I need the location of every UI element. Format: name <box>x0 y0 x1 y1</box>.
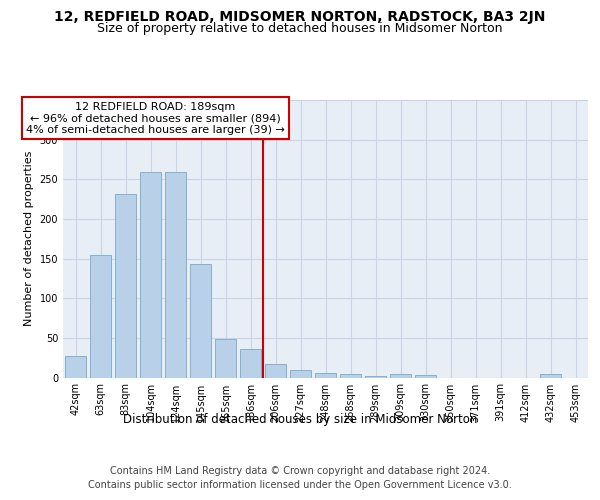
Bar <box>65 356 86 378</box>
Bar <box>115 194 136 378</box>
Bar <box>315 372 336 378</box>
Bar <box>140 172 161 378</box>
Bar <box>540 374 561 378</box>
Text: 12, REDFIELD ROAD, MIDSOMER NORTON, RADSTOCK, BA3 2JN: 12, REDFIELD ROAD, MIDSOMER NORTON, RADS… <box>55 10 545 24</box>
Bar <box>415 375 436 378</box>
Bar <box>215 338 236 378</box>
Bar <box>190 264 211 378</box>
Text: Distribution of detached houses by size in Midsomer Norton: Distribution of detached houses by size … <box>123 412 477 426</box>
Bar <box>165 172 186 378</box>
Bar <box>240 349 261 378</box>
Bar <box>390 374 411 378</box>
Bar <box>365 376 386 378</box>
Text: 12 REDFIELD ROAD: 189sqm
← 96% of detached houses are smaller (894)
4% of semi-d: 12 REDFIELD ROAD: 189sqm ← 96% of detach… <box>26 102 285 135</box>
Bar <box>265 364 286 378</box>
Text: Contains HM Land Registry data © Crown copyright and database right 2024.
Contai: Contains HM Land Registry data © Crown c… <box>88 466 512 490</box>
Bar <box>340 374 361 378</box>
Bar <box>90 256 111 378</box>
Bar <box>290 370 311 378</box>
Text: Size of property relative to detached houses in Midsomer Norton: Size of property relative to detached ho… <box>97 22 503 35</box>
Y-axis label: Number of detached properties: Number of detached properties <box>24 151 34 326</box>
